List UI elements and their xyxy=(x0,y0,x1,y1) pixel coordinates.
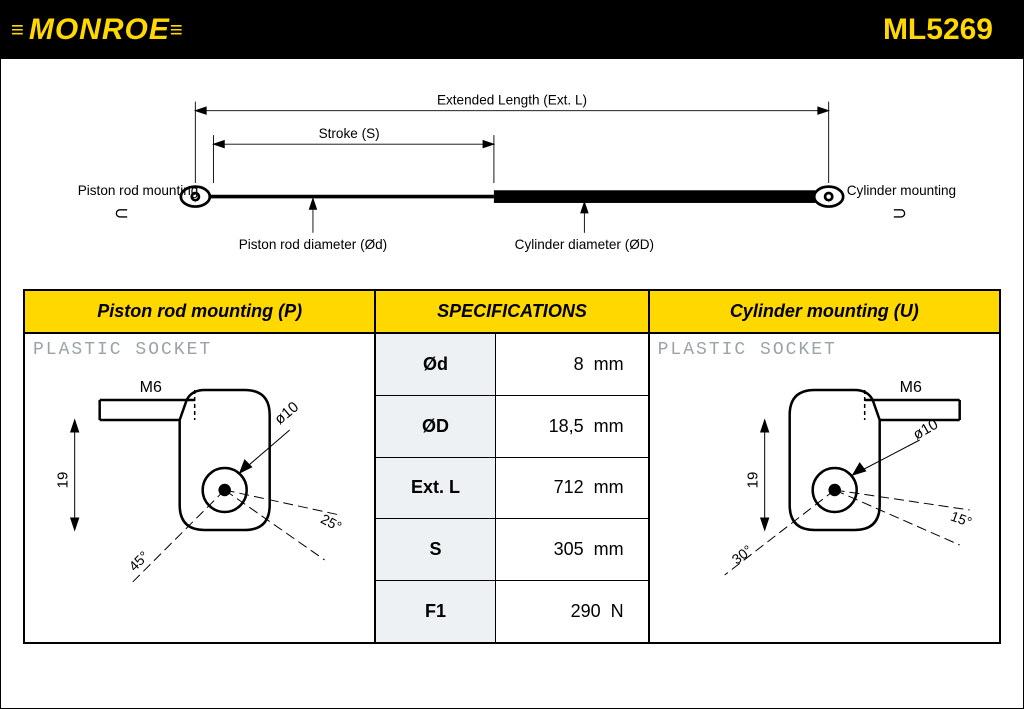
angle-45: 45° xyxy=(125,548,151,574)
label-piston-mount: Piston rod mounting xyxy=(78,183,199,198)
dim-m6: M6 xyxy=(140,379,162,396)
logo-wings-icon: ≡ xyxy=(11,27,25,34)
label-piston-diam: Piston rod diameter (Ød) xyxy=(239,237,388,252)
piston-mount-cell: PLASTIC SOCKET M6 xyxy=(24,333,375,643)
label-cyl-diam: Cylinder diameter (ØD) xyxy=(515,237,654,252)
label-cyl-mount: Cylinder mounting xyxy=(847,183,956,198)
angle-25: 25° xyxy=(318,511,344,535)
part-number: ML5269 xyxy=(883,13,993,47)
spec-row: F1 290N xyxy=(376,581,647,642)
spec-val: 290N xyxy=(496,581,648,642)
dim-m6: M6 xyxy=(899,379,921,396)
spec-row: S 305mm xyxy=(376,519,647,581)
header-specifications: SPECIFICATIONS xyxy=(375,290,648,333)
spec-val: 712mm xyxy=(496,458,648,519)
cyl-mount-drawing: M6 19 ø10 30° 15° xyxy=(658,360,991,600)
spec-val: 305mm xyxy=(496,519,648,580)
socket-type-label: PLASTIC SOCKET xyxy=(658,340,991,360)
spec-key: ØD xyxy=(376,396,495,457)
spec-block: Piston rod mounting (P) SPECIFICATIONS C… xyxy=(23,289,1001,644)
label-stroke: Stroke (S) xyxy=(319,126,380,141)
spec-row: Ød 8mm xyxy=(376,334,647,396)
socket-type-label: PLASTIC SOCKET xyxy=(33,340,366,360)
spec-table: Ød 8mm ØD 18,5mm Ext. L 712mm S 305mm F1… xyxy=(375,333,648,643)
spec-header-row: Piston rod mounting (P) SPECIFICATIONS C… xyxy=(24,290,1000,333)
angle-30: 30° xyxy=(728,542,755,568)
dim-height: 19 xyxy=(55,472,72,489)
header-bar: ≡ MONROE ≡ ML5269 xyxy=(1,1,1023,59)
spec-key: Ext. L xyxy=(376,458,495,519)
spec-key: Ød xyxy=(376,334,495,395)
brand-text: MONROE xyxy=(29,13,170,47)
piston-mount-icon: ⊂ xyxy=(114,203,129,223)
cyl-mount-icon: ⊃ xyxy=(892,203,907,223)
header-cyl-mount: Cylinder mounting (U) xyxy=(649,290,1000,333)
brand-logo: ≡ MONROE ≡ xyxy=(11,13,188,47)
piston-mount-drawing: M6 19 ø10 45° xyxy=(33,360,366,600)
spec-row: Ext. L 712mm xyxy=(376,458,647,520)
spec-val: 18,5mm xyxy=(496,396,648,457)
strut-diagram: Extended Length (Ext. L) Stroke (S) Pist… xyxy=(1,59,1023,289)
spec-key: F1 xyxy=(376,581,495,642)
label-ext-l: Extended Length (Ext. L) xyxy=(437,92,587,107)
spec-val: 8mm xyxy=(496,334,648,395)
header-piston-mount: Piston rod mounting (P) xyxy=(24,290,375,333)
spec-row: ØD 18,5mm xyxy=(376,396,647,458)
spec-key: S xyxy=(376,519,495,580)
cyl-mount-cell: PLASTIC SOCKET M6 19 xyxy=(649,333,1000,643)
dim-ball: ø10 xyxy=(271,398,302,428)
dim-height: 19 xyxy=(744,472,761,489)
logo-wings-icon: ≡ xyxy=(170,27,184,34)
angle-15: 15° xyxy=(948,508,973,530)
